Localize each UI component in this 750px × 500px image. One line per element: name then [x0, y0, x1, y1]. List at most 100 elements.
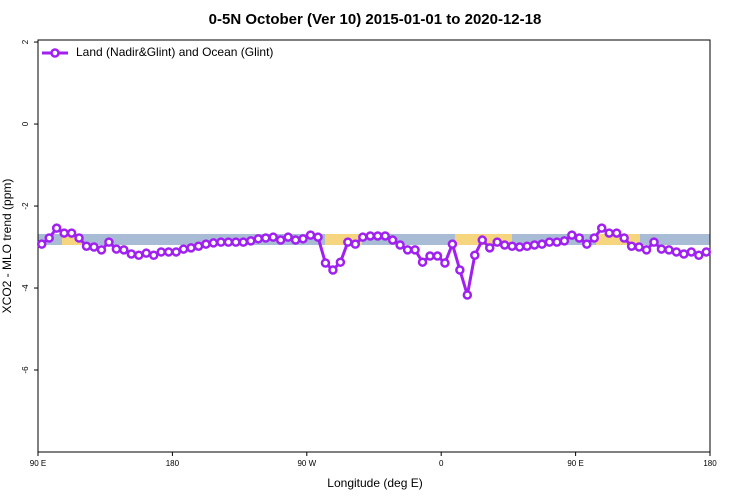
surface-strip: [640, 234, 710, 245]
data-point: [156, 247, 166, 257]
data-point: [619, 233, 629, 243]
data-point: [275, 235, 286, 245]
data-point: [66, 228, 77, 238]
surface-strip: [362, 234, 455, 245]
data-point: [544, 237, 555, 247]
data-point: [111, 244, 122, 254]
data-point: [701, 247, 712, 257]
data-point: [626, 241, 637, 251]
data-point: [148, 250, 159, 260]
data-point: [44, 233, 54, 243]
data-point: [634, 242, 644, 252]
surface-strip: [82, 234, 325, 245]
data-point: [537, 239, 547, 249]
data-point: [171, 247, 181, 257]
data-point: [343, 237, 353, 247]
x-tick-label: 180: [703, 459, 717, 468]
data-point: [36, 239, 47, 249]
data-point: [484, 243, 495, 253]
y-tick-label: 0: [21, 121, 30, 126]
data-point: [589, 233, 600, 243]
surface-strip: [596, 234, 640, 245]
x-tick-label: 90 W: [297, 459, 316, 468]
data-point: [447, 239, 458, 249]
data-point: [365, 231, 376, 241]
plot-frame: [37, 39, 711, 453]
legend-marker: [50, 48, 60, 58]
data-point: [134, 250, 144, 260]
data-point: [641, 245, 652, 255]
data-point: [305, 230, 316, 240]
data-point: [313, 232, 323, 242]
data-point: [410, 245, 420, 255]
y-tick-label: -2: [21, 202, 30, 210]
data-point: [656, 244, 667, 254]
data-point: [298, 234, 308, 244]
data-point: [126, 249, 137, 259]
data-point: [268, 232, 278, 242]
data-point: [335, 257, 346, 267]
data-point: [522, 241, 532, 251]
data-point: [559, 236, 570, 246]
data-point: [380, 231, 390, 241]
y-tick-label: -4: [21, 284, 30, 292]
data-point: [74, 233, 84, 243]
data-point: [529, 240, 540, 250]
data-point: [507, 241, 517, 251]
data-point: [260, 233, 271, 243]
data-point: [104, 237, 114, 247]
x-tick-label: 90 E: [30, 459, 46, 468]
data-point: [440, 258, 450, 268]
data-point: [455, 265, 465, 275]
data-point: [141, 248, 152, 258]
data-point: [89, 242, 99, 252]
x-tick-label: 180: [166, 459, 180, 468]
data-point: [402, 245, 413, 255]
data-point: [417, 257, 428, 267]
data-point: [664, 245, 674, 255]
data-point: [350, 239, 361, 249]
data-point: [320, 258, 331, 268]
data-point: [395, 240, 405, 250]
data-point: [119, 245, 129, 255]
surface-strip: [62, 234, 82, 245]
data-point: [231, 237, 241, 247]
data-point: [552, 237, 562, 247]
chart-title: 0-5N October (Ver 10) 2015-01-01 to 2020…: [209, 11, 542, 28]
data-point: [462, 290, 473, 300]
legend-label: Land (Nadir&Glint) and Ocean (Glint): [76, 45, 273, 59]
data-point: [223, 237, 234, 247]
data-point: [238, 237, 249, 247]
data-point: [582, 239, 592, 249]
data-point: [163, 247, 174, 257]
data-point: [372, 231, 383, 241]
data-point: [649, 237, 659, 247]
y-axis-label: XCO2 - MLO trend (ppm): [0, 179, 14, 314]
data-point: [671, 247, 682, 257]
data-point: [567, 230, 577, 240]
surface-strip: [325, 234, 362, 245]
data-point: [96, 245, 107, 255]
data-point: [514, 242, 525, 252]
data-point: [178, 244, 189, 254]
x-axis-label: Longitude (deg E): [327, 476, 422, 490]
data-point: [290, 235, 301, 245]
data-point: [51, 223, 62, 233]
data-point: [425, 251, 435, 261]
data-point: [499, 240, 510, 250]
data-point: [596, 223, 607, 233]
x-tick-label: 0: [439, 459, 444, 468]
data-point: [208, 238, 219, 248]
y-tick-label: 2: [21, 39, 30, 44]
data-point: [358, 232, 368, 242]
data-point: [81, 241, 92, 251]
data-point: [387, 235, 398, 245]
data-point: [186, 243, 196, 253]
data-point: [694, 250, 704, 260]
data-point: [432, 251, 443, 261]
y-tick-label: -6: [21, 366, 30, 374]
x-tick-label: 90 E: [567, 459, 583, 468]
data-point: [611, 228, 622, 238]
data-point: [201, 239, 211, 249]
